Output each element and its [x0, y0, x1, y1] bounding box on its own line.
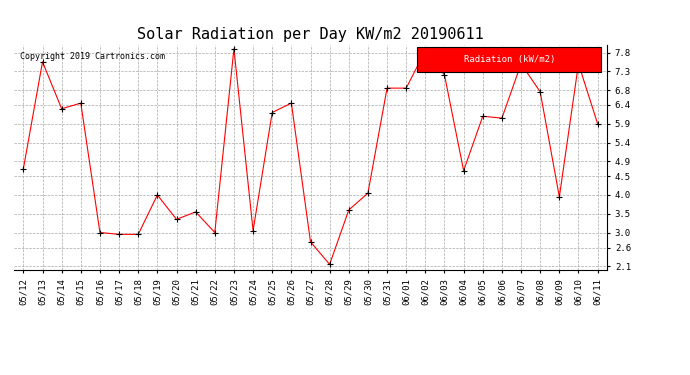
Point	[18, 166, 29, 172]
Point	[132, 231, 144, 237]
FancyBboxPatch shape	[417, 47, 601, 72]
Point	[324, 261, 335, 267]
Point	[362, 190, 373, 196]
Point	[267, 110, 278, 116]
Point	[535, 89, 546, 95]
Point	[228, 46, 239, 52]
Point	[190, 209, 201, 215]
Point	[152, 192, 163, 198]
Point	[305, 239, 316, 245]
Point	[248, 228, 259, 234]
Point	[209, 230, 220, 236]
Point	[439, 72, 450, 78]
Point	[458, 168, 469, 174]
Point	[171, 216, 182, 222]
Point	[496, 115, 507, 121]
Point	[592, 121, 603, 127]
Point	[114, 231, 125, 237]
Point	[56, 106, 67, 112]
Text: Copyright 2019 Cartronics.com: Copyright 2019 Cartronics.com	[20, 52, 165, 61]
Point	[286, 100, 297, 106]
Point	[343, 207, 354, 213]
Point	[75, 100, 86, 106]
Point	[95, 230, 106, 236]
Point	[515, 61, 526, 67]
Point	[420, 48, 431, 54]
Point	[401, 85, 412, 91]
Title: Solar Radiation per Day KW/m2 20190611: Solar Radiation per Day KW/m2 20190611	[137, 27, 484, 42]
Point	[477, 113, 489, 119]
Point	[573, 61, 584, 67]
Point	[382, 85, 393, 91]
Point	[37, 59, 48, 65]
Point	[554, 194, 565, 200]
Text: Radiation (kW/m2): Radiation (kW/m2)	[464, 55, 555, 64]
